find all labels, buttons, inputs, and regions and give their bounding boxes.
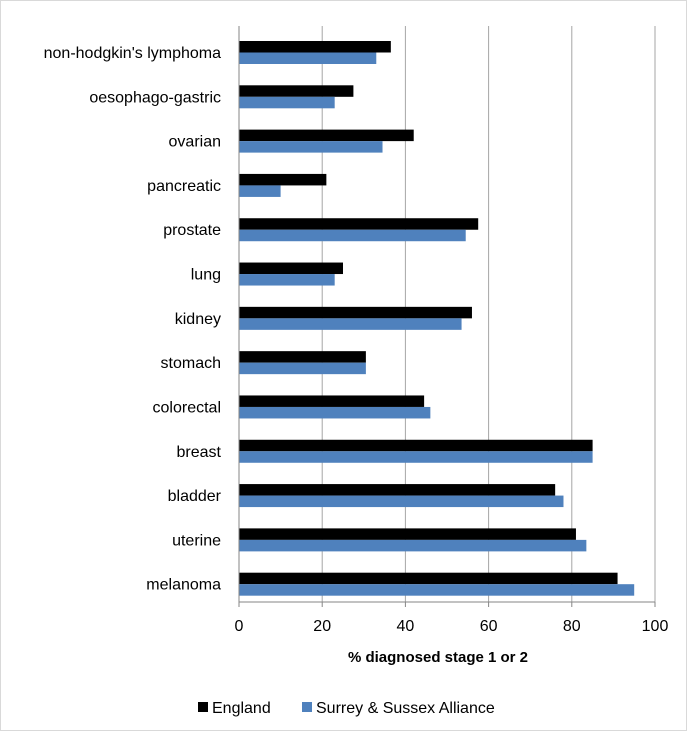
bar-surrey-sussex-alliance: [239, 406, 431, 419]
bar-surrey-sussex-alliance: [239, 96, 335, 109]
category-label: bladder: [168, 488, 222, 505]
category-label: pancreatic: [147, 178, 221, 195]
bar-england: [239, 218, 479, 230]
legend-label-surrey-sussex-alliance: Surrey & Sussex Alliance: [316, 700, 495, 717]
bar-surrey-sussex-alliance: [239, 229, 466, 242]
bar-england: [239, 129, 414, 142]
legend-swatch-england: [198, 702, 208, 712]
bar-surrey-sussex-alliance: [239, 52, 377, 64]
category-label: oesophago-gastric: [89, 89, 221, 106]
bar-england: [239, 262, 343, 275]
bar-england: [239, 41, 391, 53]
legend-swatch-surrey-sussex-alliance: [302, 702, 312, 712]
bar-england: [239, 85, 354, 97]
category-label: melanoma: [146, 577, 221, 594]
x-tick-label: 20: [313, 618, 331, 635]
legend: England Surrey & Sussex Alliance: [198, 700, 495, 717]
axes: 0 20 40 60 80 100 non-hodgkin's lymphoma oesoph…: [44, 26, 669, 635]
bar-surrey-sussex-alliance: [239, 274, 335, 286]
category-label: breast: [177, 444, 222, 461]
x-tick-label: 100: [642, 618, 669, 635]
bar-england: [239, 439, 593, 452]
bar-surrey-sussex-alliance: [239, 362, 366, 375]
bar-surrey-sussex-alliance: [239, 495, 564, 508]
bar-england: [239, 395, 425, 407]
category-label: prostate: [163, 222, 221, 239]
bar-surrey-sussex-alliance: [239, 318, 462, 330]
bar-surrey-sussex-alliance: [239, 451, 593, 463]
bar-england: [239, 484, 556, 496]
x-tick-label: 0: [235, 618, 244, 635]
bar-england: [239, 572, 618, 585]
x-tick-label: 80: [563, 618, 581, 635]
bar-surrey-sussex-alliance: [239, 141, 383, 153]
bar-surrey-sussex-alliance: [239, 185, 281, 197]
category-label: uterine: [172, 532, 221, 549]
bar-surrey-sussex-alliance: [239, 539, 587, 552]
bar-surrey-sussex-alliance: [239, 584, 635, 596]
x-tick-label: 60: [480, 618, 498, 635]
bar-england: [239, 528, 576, 540]
bar-england: [239, 173, 327, 186]
x-tick-label: 40: [397, 618, 415, 635]
category-label: stomach: [161, 355, 221, 372]
category-label: non-hodgkin's lymphoma: [44, 45, 221, 62]
category-label: kidney: [175, 311, 221, 328]
bar-england: [239, 351, 366, 363]
legend-label-england: England: [212, 700, 271, 717]
x-axis-label: % diagnosed stage 1 or 2: [348, 649, 528, 666]
bars: [239, 41, 635, 596]
category-label: colorectal: [153, 399, 221, 416]
category-label: lung: [191, 267, 221, 284]
bar-england: [239, 306, 472, 319]
category-label: ovarian: [169, 134, 221, 151]
